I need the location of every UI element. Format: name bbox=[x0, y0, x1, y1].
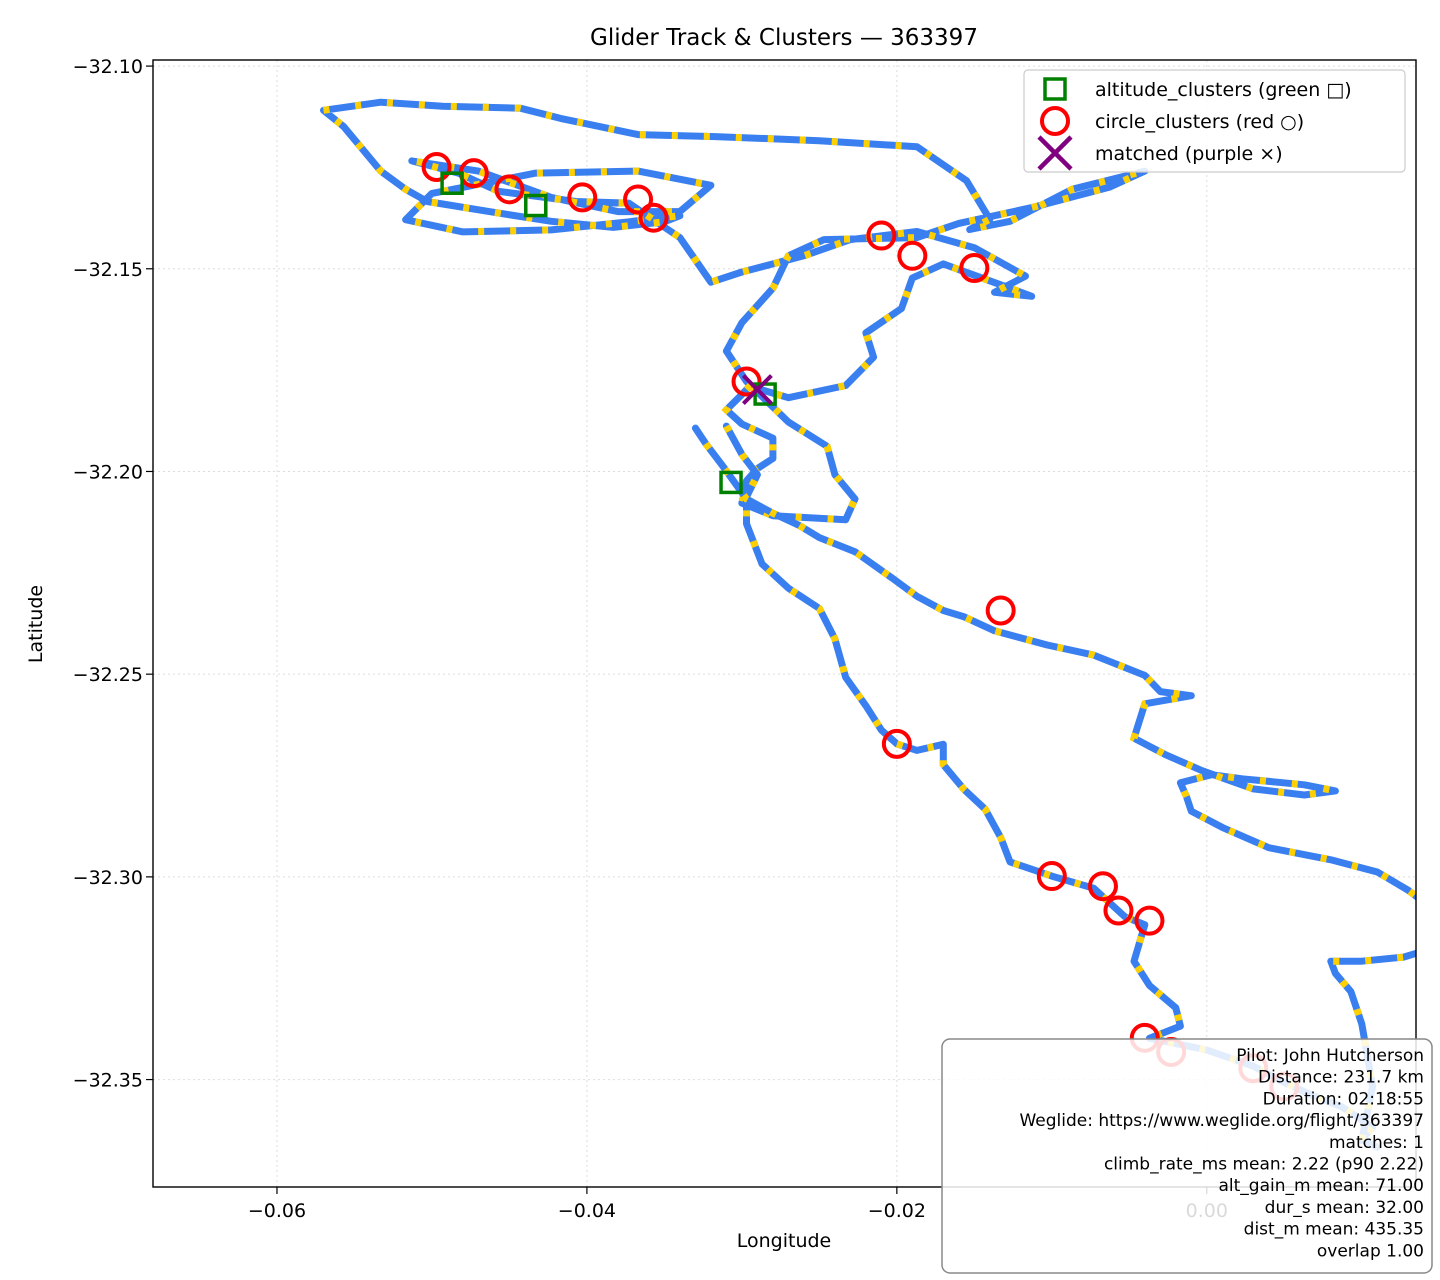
circle-cluster-marker bbox=[1103, 895, 1134, 926]
y-axis-label: Latitude bbox=[25, 585, 47, 663]
legend-label: matched (purple ×) bbox=[1095, 143, 1283, 165]
y-tick-label: −32.25 bbox=[73, 664, 143, 686]
legend-label: altitude_clusters (green □) bbox=[1095, 79, 1352, 101]
legend-square-icon bbox=[1043, 77, 1067, 101]
legend-circle-icon bbox=[1040, 106, 1070, 136]
y-tick-label: −32.15 bbox=[73, 259, 143, 281]
circle-cluster-marker bbox=[959, 252, 990, 283]
y-tick-label: −32.20 bbox=[73, 461, 143, 483]
info-line: dist_m mean: 435.35 bbox=[1244, 1220, 1424, 1240]
circle-cluster-marker bbox=[494, 174, 525, 205]
track-climb-path bbox=[723, 424, 1379, 1151]
legend-box bbox=[1023, 69, 1406, 173]
circle-cluster-marker bbox=[1134, 905, 1165, 936]
info-line: overlap 1.00 bbox=[1317, 1241, 1424, 1261]
matched-marker bbox=[741, 374, 773, 406]
altitude-cluster-marker bbox=[440, 171, 464, 195]
circle-cluster-marker bbox=[638, 202, 669, 233]
x-tick-label: −0.06 bbox=[248, 1200, 306, 1222]
legend-label: circle_clusters (red ○) bbox=[1095, 111, 1304, 133]
circle-cluster-marker bbox=[881, 728, 912, 759]
legend: altitude_clusters (green □) circle_cluste… bbox=[1023, 69, 1406, 173]
info-line: climb_rate_ms mean: 2.22 (p90 2.22) bbox=[1104, 1155, 1424, 1175]
marker-group bbox=[421, 152, 1300, 1102]
altitude-cluster-marker bbox=[524, 193, 548, 218]
track-glide-path bbox=[320, 98, 1149, 524]
info-line: matches: 1 bbox=[1329, 1133, 1424, 1153]
x-tick-label: −0.04 bbox=[558, 1200, 616, 1222]
info-line: dur_s mean: 32.00 bbox=[1265, 1198, 1424, 1218]
info-box-frame bbox=[941, 1038, 1433, 1274]
y-tick-label: −32.35 bbox=[73, 1070, 143, 1092]
chart-title: Glider Track & Clusters — 363397 bbox=[590, 25, 978, 51]
track-climb-path bbox=[692, 426, 1416, 1142]
info-line: Pilot: John Hutcherson bbox=[1236, 1046, 1424, 1066]
x-axis-label: Longitude bbox=[737, 1230, 832, 1252]
info-line: Weglide: https://www.weglide.org/flight/… bbox=[1019, 1111, 1424, 1131]
info-line: Duration: 02:18:55 bbox=[1263, 1089, 1424, 1109]
track-segments bbox=[320, 98, 1416, 1151]
circle-cluster-marker bbox=[1087, 871, 1118, 902]
circle-cluster-marker bbox=[985, 595, 1016, 626]
circle-cluster-marker bbox=[897, 240, 928, 271]
legend-x-icon bbox=[1037, 135, 1073, 171]
cluster-markers bbox=[421, 152, 1300, 1102]
y-tick-label: −32.30 bbox=[73, 867, 143, 889]
flight-track bbox=[320, 98, 1416, 1151]
altitude-cluster-marker bbox=[719, 470, 743, 495]
info-line: alt_gain_m mean: 71.00 bbox=[1219, 1176, 1425, 1196]
circle-cluster-marker bbox=[421, 152, 452, 183]
circle-cluster-marker bbox=[866, 220, 897, 251]
grid-lines bbox=[153, 60, 1416, 1187]
legend-entries: altitude_clusters (green □) circle_cluste… bbox=[1037, 77, 1352, 171]
plot-frame bbox=[152, 59, 1417, 1188]
info-line: Distance: 231.7 km bbox=[1258, 1068, 1424, 1088]
circle-cluster-marker bbox=[567, 182, 598, 213]
y-tick-label: −32.10 bbox=[73, 56, 143, 78]
track-glide-path bbox=[691, 424, 1416, 1144]
x-tick-label: −0.02 bbox=[868, 1200, 926, 1222]
circle-cluster-marker bbox=[623, 184, 654, 215]
circle-cluster-marker bbox=[1036, 861, 1067, 892]
circle-cluster-marker bbox=[731, 366, 762, 397]
